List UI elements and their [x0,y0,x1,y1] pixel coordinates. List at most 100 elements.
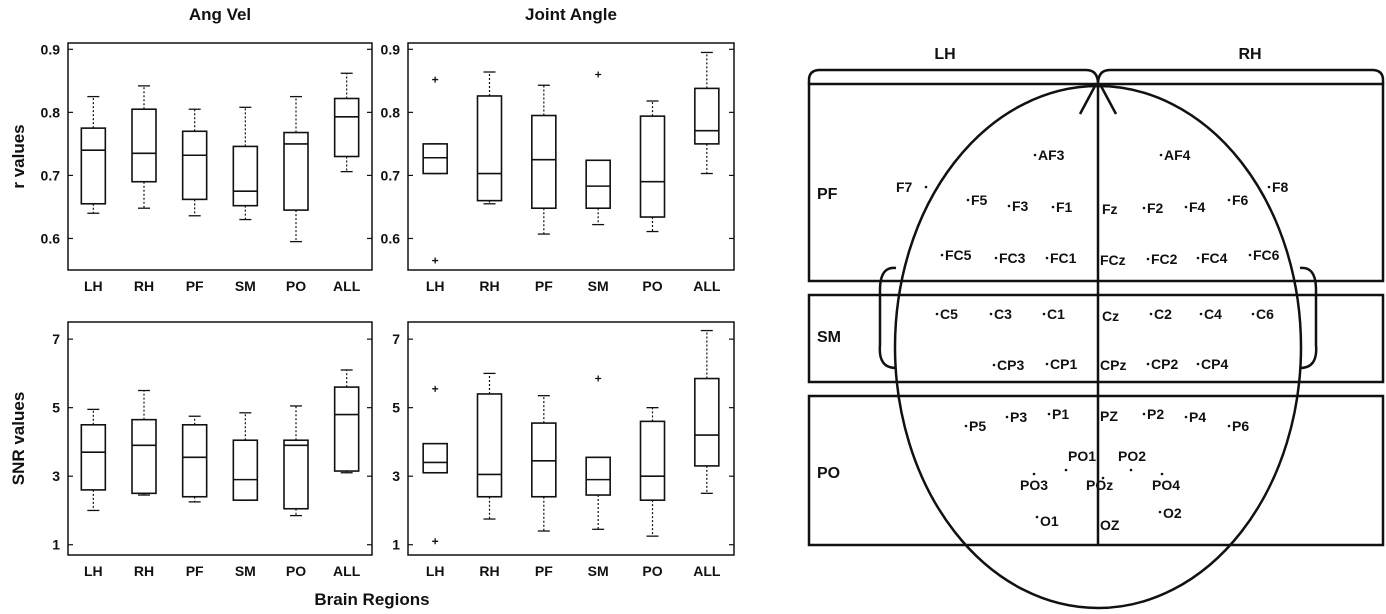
electrode-label: OZ [1100,517,1120,533]
electrode-label: FC1 [1050,250,1077,266]
x-tick-label: PF [535,278,553,294]
electrode-dot [1200,313,1203,316]
electrode-dot [1228,199,1231,202]
electrode-label: F5 [971,192,988,208]
x-tick-label: LH [84,563,103,579]
electrode-label: Fz [1102,201,1118,217]
box [532,423,556,497]
chart-title: Joint Angle [525,5,617,24]
electrode-label: C5 [940,306,958,322]
x-tick-label: SM [235,278,256,294]
electrode-dot [1159,511,1162,514]
x-axis-label: Brain Regions [314,590,429,609]
y-tick-label: 0.6 [381,230,401,246]
x-tick-label: SM [235,563,256,579]
electrode-label: C2 [1154,306,1172,322]
y-tick-label: 5 [392,400,400,416]
x-tick-label: SM [588,563,609,579]
electrode-label: C6 [1256,306,1274,322]
electrode-label: POz [1086,477,1113,493]
y-tick-label: 0.8 [41,104,61,120]
figure: Brain Regions Ang Velr values0.60.70.80.… [0,0,1386,614]
electrode-dot [1197,363,1200,366]
x-tick-label: PO [286,278,306,294]
x-tick-label: ALL [333,278,361,294]
electrode-dot [1249,254,1252,257]
electrode-label: F4 [1189,199,1206,215]
electrode-dot [1052,206,1055,209]
electrode-dot [1008,205,1011,208]
x-tick-label: PF [535,563,553,579]
electrode-dot [993,364,996,367]
region-label: SM [817,329,841,346]
box [532,116,556,209]
electrode-label: C4 [1204,306,1222,322]
x-tick-label: PO [286,563,306,579]
electrode-dot [1043,313,1046,316]
electrode-dot [1268,186,1271,189]
box [183,425,207,497]
box [641,421,665,500]
electrode-label: P6 [1232,418,1249,434]
y-tick-label: 0.8 [381,104,401,120]
x-tick-label: ALL [693,278,721,294]
box [335,98,359,156]
electrode-dot [990,313,993,316]
electrode-label: CP2 [1151,356,1178,372]
box [183,131,207,199]
electrode-dot [1252,313,1255,316]
region-label: PF [817,186,838,203]
electrode-dot [1046,363,1049,366]
y-tick-label: 0.7 [41,167,61,183]
electrode-label: CP4 [1201,356,1228,372]
electrode-dot [967,199,970,202]
box [423,444,447,473]
electrode-dot [1143,207,1146,210]
electrode-label: O1 [1040,513,1059,529]
x-tick-label: ALL [333,563,361,579]
electrode-label: P5 [969,418,986,434]
electrode-dot [1160,154,1163,157]
electrode-label: C1 [1047,306,1065,322]
electrode-label: P3 [1010,409,1027,425]
region-box [809,396,1383,545]
box [478,394,502,497]
x-tick-label: SM [588,278,609,294]
y-tick-label: 1 [52,537,60,553]
electrode-dot [1197,257,1200,260]
region-label: PO [817,465,840,482]
box [586,457,610,495]
electrode-dot [1147,363,1150,366]
electrode-dot [965,425,968,428]
electrode-dot [1185,416,1188,419]
box [132,109,156,182]
outlier [595,376,601,382]
electrode-label: P4 [1189,409,1206,425]
electrode-label: CP1 [1050,356,1077,372]
electrode-dot [1147,258,1150,261]
electrode-label: PO4 [1152,477,1180,493]
outlier [432,386,438,392]
x-tick-label: PF [186,563,204,579]
x-tick-label: PF [186,278,204,294]
electrode-dot [1143,413,1146,416]
electrode-label: CPz [1100,357,1126,373]
electrode-label: Cz [1102,308,1119,324]
electrode-label: F6 [1232,192,1249,208]
electrode-dot [925,186,928,189]
y-tick-label: 5 [52,400,60,416]
hemisphere-label: RH [1238,46,1261,63]
electrode-dot [1130,469,1133,472]
y-tick-label: 3 [52,468,60,484]
electrode-dot [1036,516,1039,519]
x-tick-label: RH [134,278,154,294]
electrode-dot [941,254,944,257]
electrode-dot [1102,477,1105,480]
box [233,440,257,500]
x-tick-label: LH [84,278,103,294]
diagram-frame [809,70,1383,608]
x-tick-label: PO [642,563,662,579]
outlier [432,77,438,83]
box [132,420,156,494]
chart-title: Ang Vel [189,5,251,24]
